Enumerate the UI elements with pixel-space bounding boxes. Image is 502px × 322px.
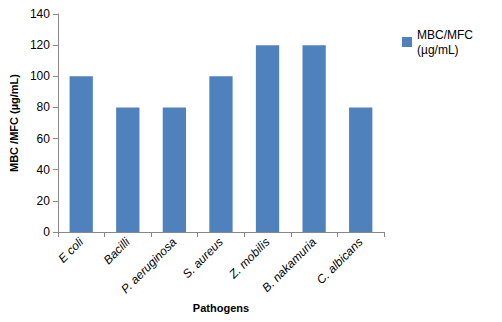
svg-text:(µg/mL): (µg/mL) — [417, 43, 459, 57]
svg-text:MBC /MFC (µg/mL): MBC /MFC (µg/mL) — [8, 74, 20, 172]
svg-text:MBC/MFC: MBC/MFC — [417, 28, 476, 42]
svg-text:100: 100 — [30, 69, 50, 83]
svg-text:Pathogens: Pathogens — [193, 302, 249, 314]
svg-text:0: 0 — [43, 225, 50, 239]
svg-text:140: 140 — [30, 7, 50, 21]
svg-text:20: 20 — [37, 194, 51, 208]
svg-text:E coli: E coli — [56, 235, 87, 266]
svg-text:B. nakamuria: B. nakamuria — [259, 235, 319, 295]
svg-text:S. aureus: S. aureus — [180, 235, 226, 281]
svg-text:C. albicans: C. albicans — [314, 235, 366, 287]
svg-text:P. aeruginosa: P. aeruginosa — [118, 235, 179, 296]
svg-text:Z. mobilis: Z. mobilis — [226, 235, 273, 282]
svg-text:Bacilli: Bacilli — [101, 235, 133, 267]
svg-text:120: 120 — [30, 38, 50, 52]
svg-text:40: 40 — [37, 163, 51, 177]
svg-text:60: 60 — [37, 132, 51, 146]
svg-text:80: 80 — [37, 100, 51, 114]
